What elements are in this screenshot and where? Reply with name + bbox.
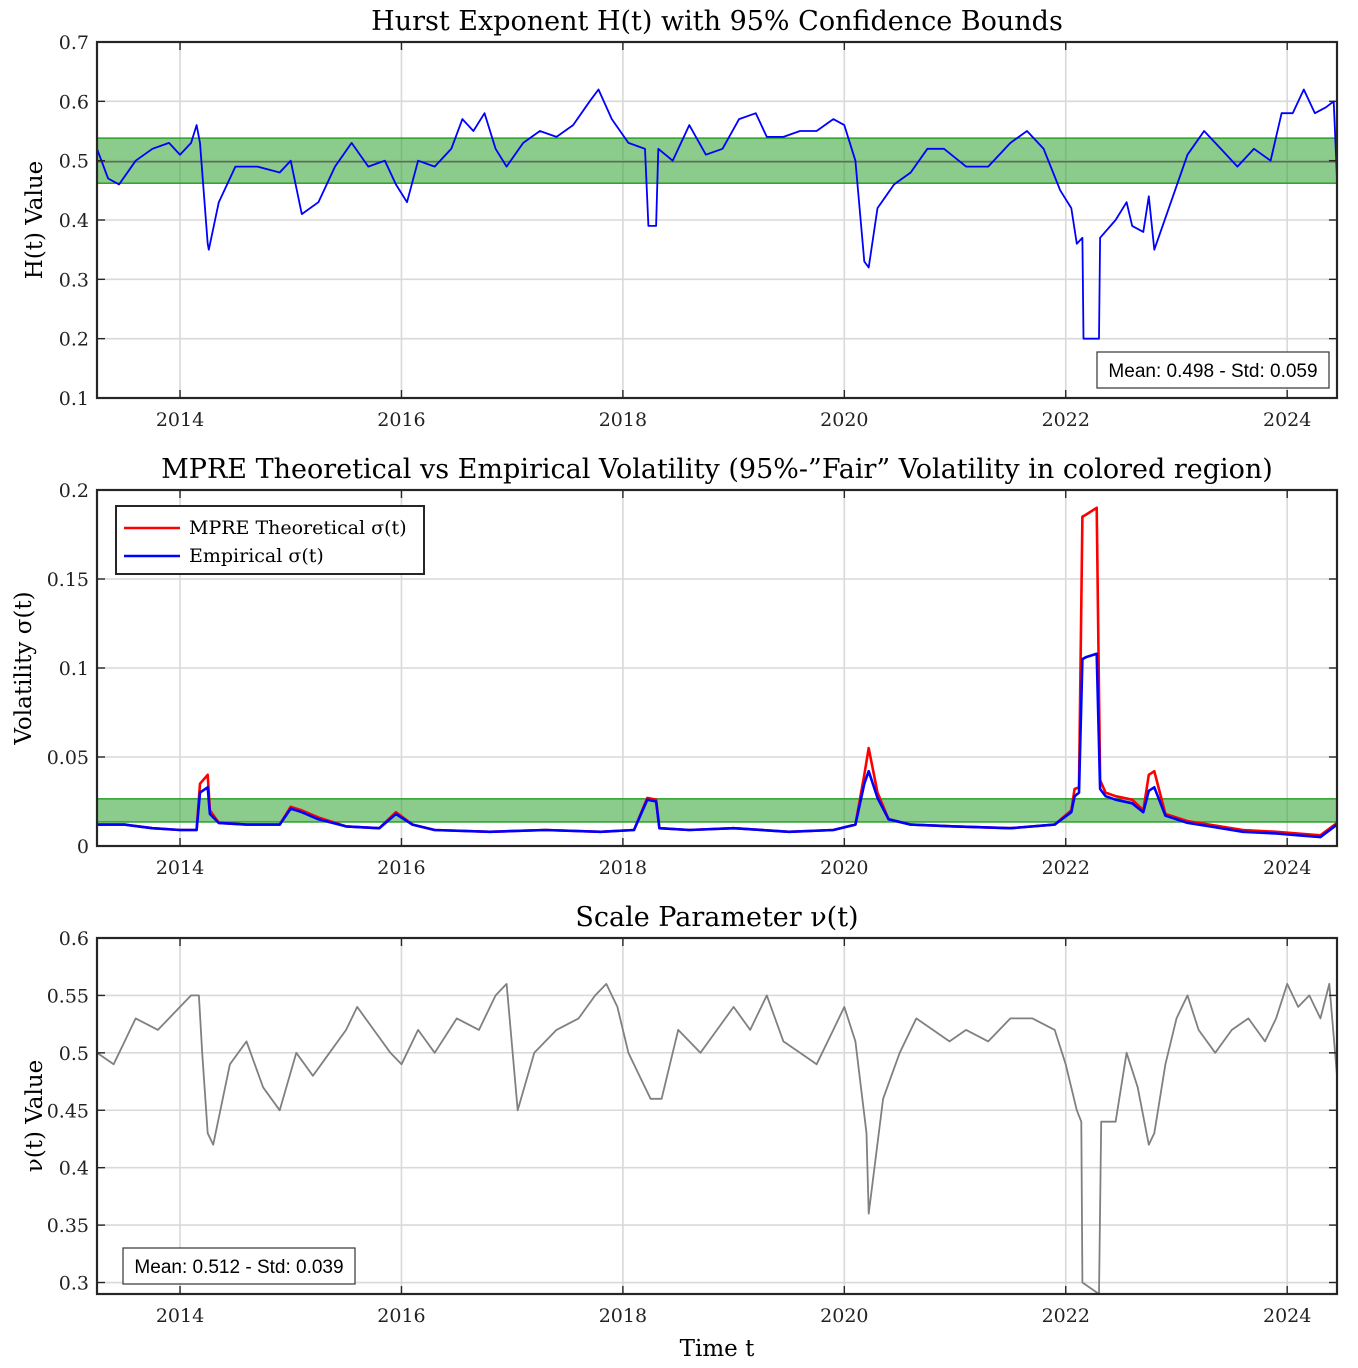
- y-axis-label: ν(t) Value: [22, 1060, 48, 1172]
- y-tick-label: 0: [77, 836, 89, 858]
- x-tick-label: 2016: [377, 409, 425, 431]
- y-tick-label: 0.15: [47, 569, 89, 591]
- x-tick-label: 2022: [1042, 857, 1090, 879]
- y-tick-label: 0.35: [47, 1215, 89, 1237]
- y-tick-label: 0.5: [59, 1043, 89, 1065]
- x-tick-label: 2016: [377, 857, 425, 879]
- x-tick-label: 2016: [377, 1305, 425, 1327]
- y-tick-label: 0.6: [59, 928, 89, 950]
- series-line-1: [97, 983, 1337, 1294]
- x-tick-label: 2020: [820, 857, 868, 879]
- x-tick-label: 2024: [1263, 1305, 1311, 1327]
- x-tick-label: 2022: [1042, 1305, 1090, 1327]
- y-tick-label: 0.05: [47, 747, 89, 769]
- panel-1: 2014 2016 2018 2020 2022 2024 0.1 0.2 0.3 0.4 0.5 0…: [22, 6, 1339, 431]
- y-tick-label: 0.4: [59, 210, 89, 232]
- x-tick-label: 2018: [599, 409, 647, 431]
- y-tick-label: 0.3: [59, 269, 89, 291]
- y-tick-label: 0.1: [59, 388, 89, 410]
- panel-3: 2014 2016 2018 2020 2022 2024 0.3 0.35 0.4 0.45 0.…: [22, 902, 1339, 1362]
- x-tick-label: 2024: [1263, 409, 1311, 431]
- x-tick-label: 2022: [1042, 409, 1090, 431]
- y-axis-label: H(t) Value: [22, 161, 48, 280]
- y-axis-label: Volatility σ(t): [11, 591, 37, 745]
- legend-box: [115, 505, 425, 575]
- chart-title: MPRE Theoretical vs Empirical Volatility…: [161, 454, 1273, 485]
- x-tick-label: 2020: [820, 1305, 868, 1327]
- stats-text: Mean: 0.498 - Std: 0.059: [1108, 361, 1317, 382]
- stats-box: [122, 1247, 356, 1285]
- axes-frame: [95, 936, 1339, 1296]
- chart-title: Scale Parameter ν(t): [575, 902, 858, 933]
- legend-label: MPRE Theoretical σ(t): [189, 517, 407, 539]
- legend-label: Empirical σ(t): [189, 545, 324, 567]
- y-tick-label: 0.45: [47, 1100, 89, 1122]
- y-tick-label: 0.2: [59, 329, 89, 351]
- plot-area: [97, 938, 1337, 1294]
- y-tick-label: 0.55: [47, 985, 89, 1007]
- y-tick-label: 0.4: [59, 1158, 89, 1180]
- series-line-2: [97, 652, 1337, 839]
- stats-text: Mean: 0.512 - Std: 0.039: [134, 1257, 343, 1278]
- fair-band: [96, 137, 1338, 184]
- x-tick-label: 2024: [1263, 857, 1311, 879]
- y-tick-label: 0.2: [59, 480, 89, 502]
- stats-box: [1096, 351, 1330, 389]
- x-tick-label: 2018: [599, 1305, 647, 1327]
- y-tick-label: 0.1: [59, 658, 89, 680]
- x-tick-label: 2014: [156, 1305, 204, 1327]
- series-line-1: [97, 88, 1337, 340]
- panel-2: 2014 2016 2018 2020 2022 2024 0 0.05 0.1 0.15 0.2 M…: [11, 454, 1339, 879]
- y-tick-label: 0.5: [59, 151, 89, 173]
- x-tick-label: 2018: [599, 857, 647, 879]
- x-axis-label: Time t: [680, 1336, 755, 1362]
- y-tick-label: 0.7: [59, 32, 89, 54]
- chart-title: Hurst Exponent H(t) with 95% Confidence …: [371, 6, 1063, 37]
- x-tick-label: 2014: [156, 409, 204, 431]
- y-tick-label: 0.3: [59, 1273, 89, 1295]
- x-tick-label: 2014: [156, 857, 204, 879]
- x-tick-label: 2020: [820, 409, 868, 431]
- y-tick-label: 0.6: [59, 91, 89, 113]
